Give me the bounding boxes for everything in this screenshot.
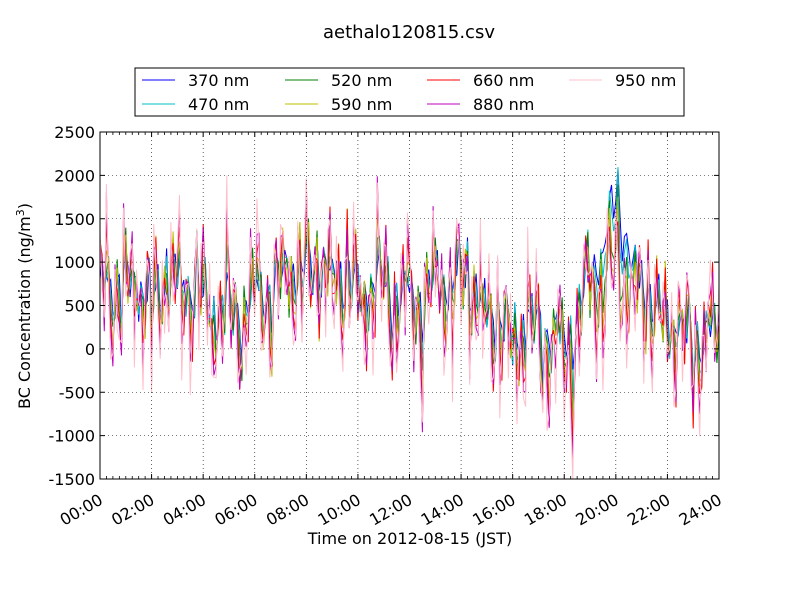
legend-label: 880 nm: [473, 95, 534, 114]
y-axis-label: BC Concentration (ng/m3): [14, 203, 34, 409]
legend-label: 470 nm: [188, 95, 249, 114]
y-tick-label: -500: [59, 383, 95, 402]
y-tick-label: 1500: [54, 210, 95, 229]
legend-label: 950 nm: [615, 71, 676, 90]
y-tick-label: 2000: [54, 166, 95, 185]
chart-title: aethalo120815.csv: [323, 22, 495, 43]
legend-label: 660 nm: [473, 71, 534, 90]
y-tick-label: -1000: [49, 427, 96, 446]
series-line-950-nm: [99, 175, 720, 480]
y-tick-labels: -1500 -1000 -500 0 500 1000 1500 2000 2500: [49, 123, 96, 489]
legend-label: 520 nm: [331, 71, 392, 90]
legend-label: 590 nm: [331, 95, 392, 114]
y-axis-label-close: ): [15, 203, 34, 209]
y-tick-label: -1500: [49, 470, 96, 489]
y-axis-label-superscript: 3: [14, 209, 27, 216]
legend: 370 nm 470 nm 520 nm 590 nm 660 nm 880 nm 950 …: [134, 67, 685, 117]
y-axis-label-main: BC Concentration (ng/m: [15, 216, 34, 409]
x-axis-label: Time on 2012-08-15 (JST): [307, 529, 512, 548]
legend-label: 370 nm: [188, 71, 249, 90]
y-tick-label: 0: [85, 340, 95, 359]
plot-frame: [99, 131, 720, 480]
y-tick-label: 500: [64, 297, 95, 316]
legend-box: [134, 67, 685, 117]
y-tick-label: 2500: [54, 123, 95, 142]
y-tick-label: 1000: [54, 253, 95, 272]
